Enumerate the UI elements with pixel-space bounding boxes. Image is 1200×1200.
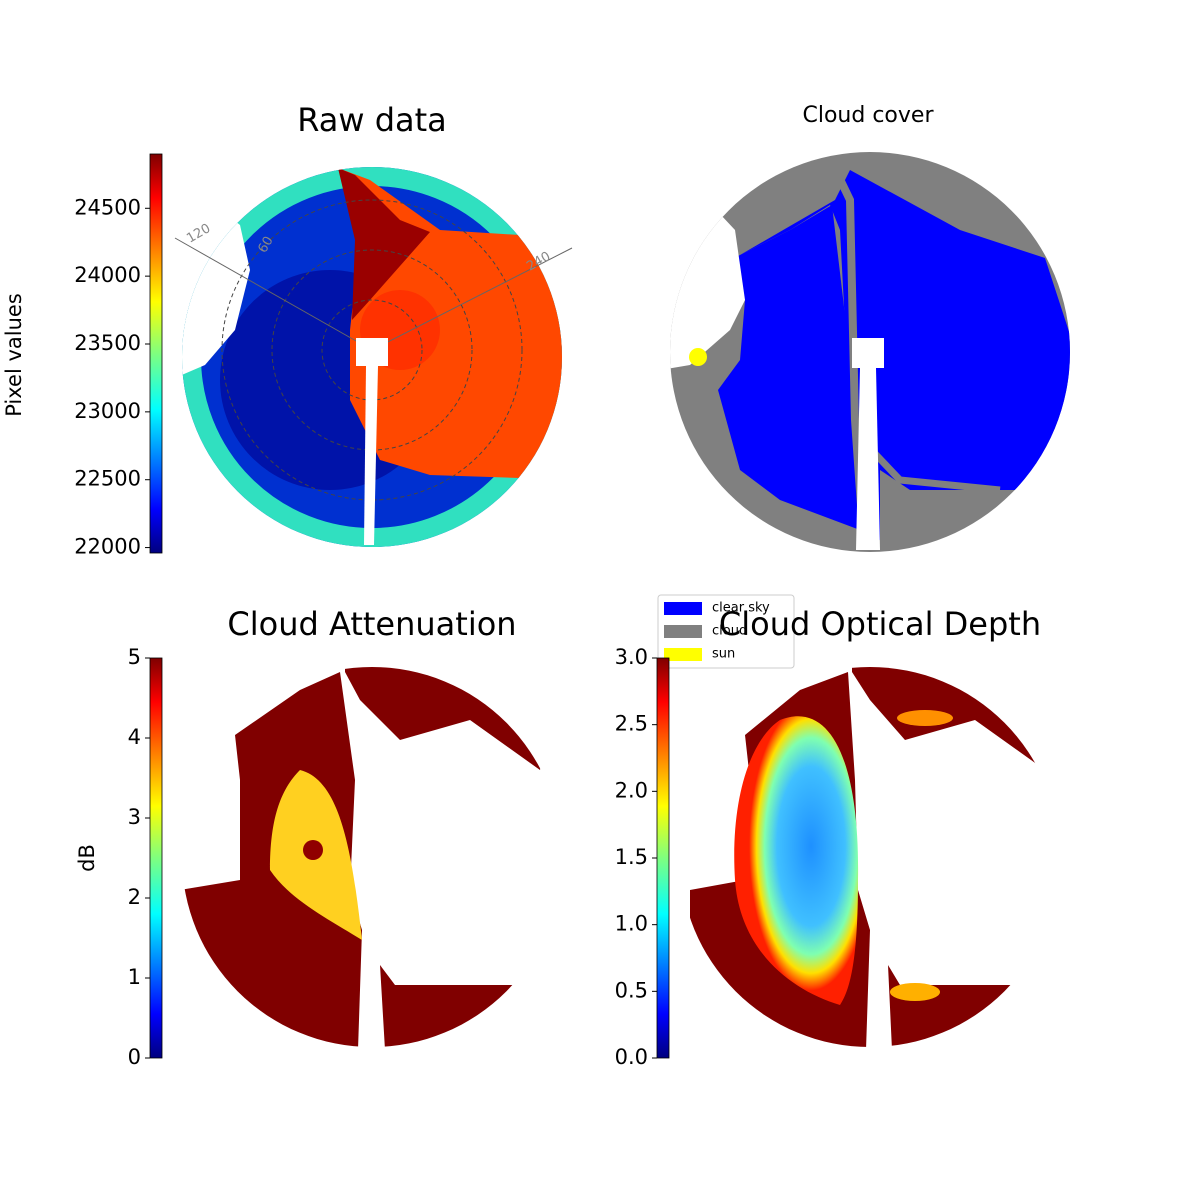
y-tick-label: 0.0 bbox=[615, 1045, 648, 1069]
y-axis-label: Pixel values bbox=[2, 293, 26, 417]
y-tick-label: 4 bbox=[128, 725, 141, 749]
y-tick-label: 2.5 bbox=[615, 712, 648, 736]
y-tick-label: 2.0 bbox=[615, 778, 648, 802]
y-tick-label: 23500 bbox=[74, 331, 141, 355]
polar-axis bbox=[174, 237, 373, 351]
legend: clear sky cloud sun bbox=[657, 594, 795, 669]
sensor-arm bbox=[852, 338, 884, 368]
y-tick-label: 1 bbox=[128, 965, 141, 989]
chart-title: Cloud Optical Depth bbox=[719, 605, 1041, 643]
sensor-arm bbox=[856, 368, 880, 550]
y-tick-label: 3 bbox=[128, 805, 141, 829]
colorbar bbox=[149, 657, 163, 1059]
y-tick-label: 0.5 bbox=[615, 978, 648, 1002]
y-tick-label: 3.0 bbox=[615, 645, 648, 669]
y-tick-label: 1.0 bbox=[615, 912, 648, 936]
chart-title: Cloud cover bbox=[803, 103, 935, 128]
y-tick-label: 22500 bbox=[74, 467, 141, 491]
legend-swatch bbox=[664, 648, 702, 661]
sensor-arm bbox=[364, 366, 378, 545]
legend-label: sun bbox=[712, 647, 735, 662]
y-tick-label: 0 bbox=[128, 1045, 141, 1069]
legend-swatch bbox=[664, 602, 702, 615]
legend-label: cloud bbox=[712, 624, 747, 639]
y-tick-label: 24500 bbox=[74, 195, 141, 219]
y-axis-label: dB bbox=[75, 844, 99, 872]
legend-swatch bbox=[664, 625, 702, 638]
attenuation-image bbox=[182, 667, 560, 1047]
polar-label: 60 bbox=[256, 234, 277, 256]
polar-label: 120 bbox=[184, 221, 213, 246]
sensor-arm bbox=[356, 338, 388, 366]
y-tick-label: 2 bbox=[128, 885, 141, 909]
polar-axis bbox=[371, 247, 573, 351]
chart-title: Cloud Attenuation bbox=[227, 605, 516, 643]
sun bbox=[689, 348, 707, 366]
legend-label: clear sky bbox=[712, 601, 770, 616]
y-tick-label: 24000 bbox=[74, 263, 141, 287]
y-tick-label: 1.5 bbox=[615, 845, 648, 869]
colorbar bbox=[656, 657, 670, 1059]
colorbar bbox=[149, 153, 163, 554]
y-tick-label: 5 bbox=[128, 645, 141, 669]
y-tick-label: 23000 bbox=[74, 399, 141, 423]
chart-title: Raw data bbox=[297, 101, 447, 139]
y-tick-label: 22000 bbox=[74, 535, 141, 559]
optical-depth-image bbox=[690, 667, 1060, 1047]
